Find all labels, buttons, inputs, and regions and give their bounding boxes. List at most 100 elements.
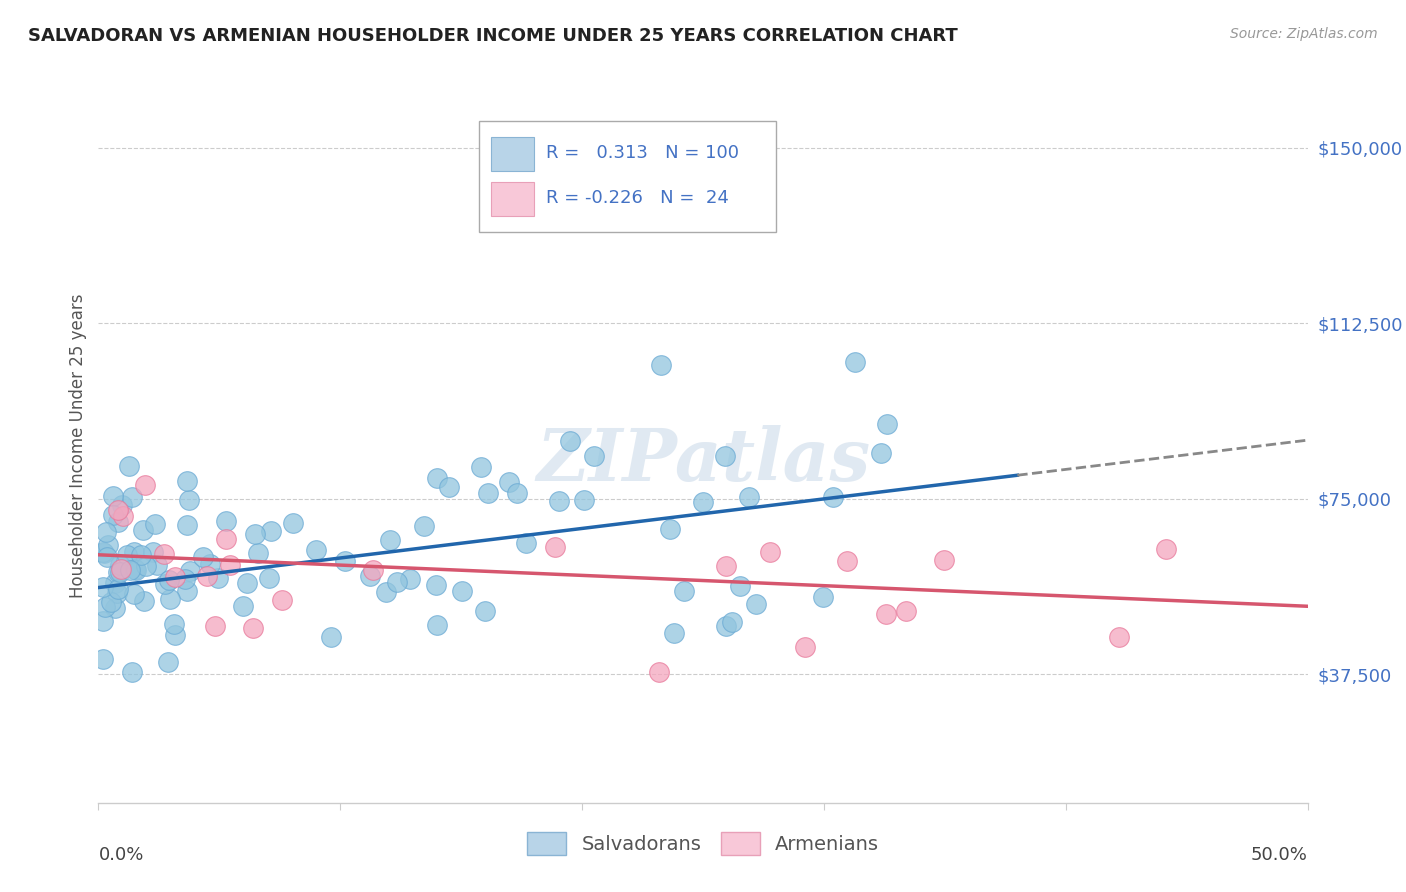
Point bbox=[193, 549, 215, 564]
Point bbox=[94, 599, 117, 614]
Point bbox=[558, 434, 581, 448]
Point bbox=[672, 583, 695, 598]
Point bbox=[165, 570, 187, 584]
Point bbox=[548, 494, 571, 508]
Point bbox=[758, 544, 780, 558]
Point bbox=[544, 540, 567, 554]
Point bbox=[163, 628, 186, 642]
Point bbox=[93, 546, 115, 560]
Text: ZIPatlas: ZIPatlas bbox=[536, 425, 870, 496]
Point bbox=[714, 449, 737, 463]
Point bbox=[426, 617, 449, 632]
Point bbox=[207, 570, 229, 584]
Point bbox=[378, 533, 401, 548]
Point bbox=[146, 558, 169, 572]
Point bbox=[583, 449, 606, 463]
Point bbox=[474, 604, 496, 618]
Text: 0.0%: 0.0% bbox=[98, 846, 143, 863]
Point bbox=[176, 584, 198, 599]
Point bbox=[844, 355, 866, 369]
Point bbox=[319, 630, 342, 644]
Point bbox=[94, 524, 117, 539]
Point bbox=[574, 493, 596, 508]
Point bbox=[122, 545, 145, 559]
Point bbox=[143, 516, 166, 531]
Point bbox=[157, 655, 180, 669]
FancyBboxPatch shape bbox=[492, 182, 534, 216]
Point bbox=[125, 563, 148, 577]
Point bbox=[110, 499, 132, 513]
Point bbox=[108, 558, 131, 572]
Point bbox=[794, 640, 817, 654]
Point bbox=[142, 545, 165, 559]
Point bbox=[515, 535, 537, 549]
Point bbox=[163, 616, 186, 631]
Point bbox=[121, 665, 143, 679]
Point bbox=[129, 548, 152, 562]
Point bbox=[387, 575, 409, 590]
Point bbox=[121, 490, 143, 504]
Point bbox=[120, 564, 142, 578]
Point bbox=[179, 564, 201, 578]
Point bbox=[117, 548, 139, 562]
Point bbox=[659, 522, 682, 536]
Point bbox=[745, 597, 768, 611]
Point bbox=[894, 604, 917, 618]
Point bbox=[714, 619, 737, 633]
Point bbox=[728, 578, 751, 592]
Point bbox=[215, 533, 238, 547]
Text: R = -0.226   N =  24: R = -0.226 N = 24 bbox=[546, 189, 728, 207]
Point bbox=[204, 619, 226, 633]
Point bbox=[821, 490, 844, 504]
Point bbox=[260, 524, 283, 538]
Text: Source: ZipAtlas.com: Source: ZipAtlas.com bbox=[1230, 27, 1378, 41]
Point bbox=[650, 358, 672, 372]
Point bbox=[111, 509, 134, 524]
Point bbox=[132, 593, 155, 607]
Point bbox=[110, 562, 132, 576]
Point bbox=[134, 477, 156, 491]
Point bbox=[91, 545, 114, 559]
Point bbox=[108, 566, 131, 580]
FancyBboxPatch shape bbox=[492, 137, 534, 171]
Point bbox=[91, 651, 114, 665]
Point bbox=[101, 508, 124, 523]
Point bbox=[91, 614, 114, 628]
Point bbox=[470, 459, 492, 474]
Point bbox=[375, 585, 398, 599]
Point bbox=[1154, 542, 1177, 557]
Point bbox=[91, 580, 114, 594]
Point bbox=[413, 519, 436, 533]
Point bbox=[215, 514, 238, 528]
Point bbox=[107, 503, 129, 517]
Point bbox=[107, 515, 129, 529]
Point bbox=[835, 554, 858, 568]
Point bbox=[118, 458, 141, 473]
Point bbox=[869, 446, 891, 460]
Point bbox=[305, 543, 328, 558]
Point bbox=[107, 565, 129, 579]
Point bbox=[101, 489, 124, 503]
Point bbox=[107, 582, 129, 596]
Point bbox=[426, 471, 449, 485]
Point bbox=[333, 554, 356, 568]
Point bbox=[721, 615, 744, 630]
Point bbox=[159, 592, 181, 607]
Point bbox=[648, 665, 671, 679]
Point bbox=[100, 595, 122, 609]
Legend: Salvadorans, Armenians: Salvadorans, Armenians bbox=[517, 822, 889, 864]
Point bbox=[425, 578, 447, 592]
Point bbox=[450, 584, 472, 599]
Point bbox=[247, 546, 270, 560]
Point bbox=[281, 516, 304, 531]
Point bbox=[104, 576, 127, 591]
Point bbox=[876, 417, 898, 432]
Point bbox=[176, 474, 198, 488]
Point bbox=[813, 590, 835, 604]
Point bbox=[399, 572, 422, 586]
Point bbox=[692, 495, 714, 509]
FancyBboxPatch shape bbox=[479, 121, 776, 232]
Point bbox=[195, 569, 218, 583]
Point bbox=[257, 571, 280, 585]
Point bbox=[242, 621, 264, 635]
